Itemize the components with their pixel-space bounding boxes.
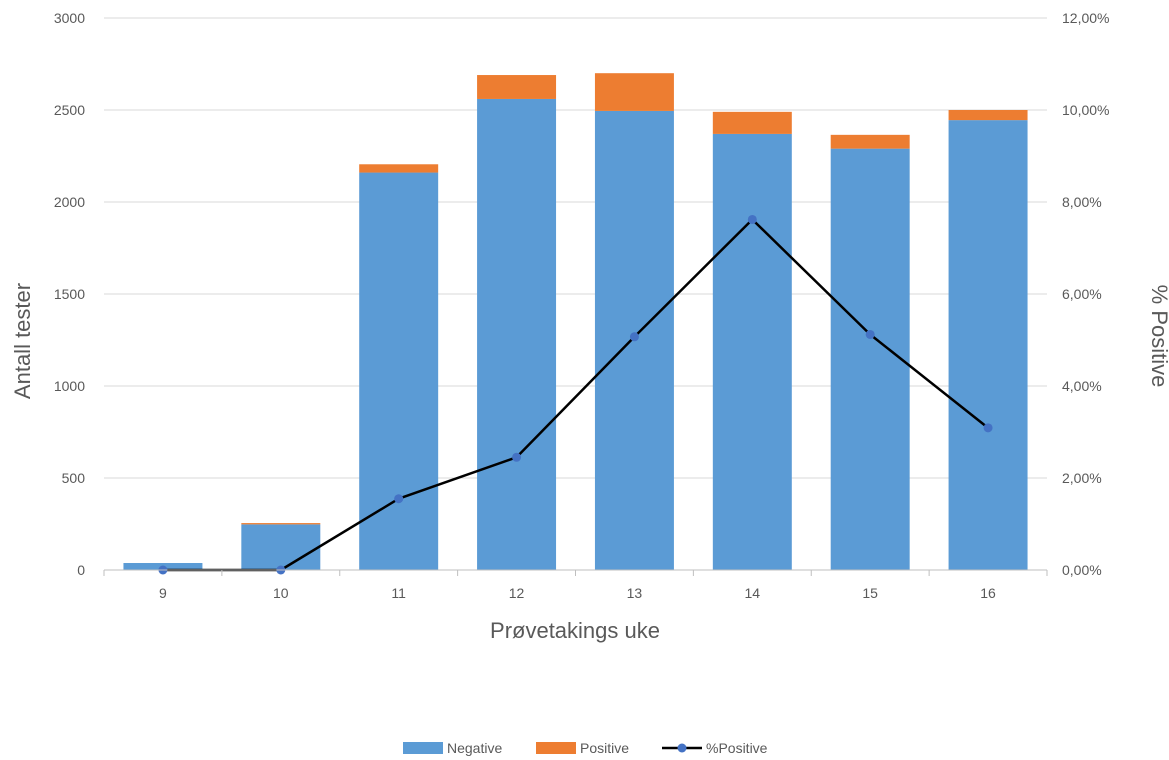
percent-positive-point-12 bbox=[512, 452, 522, 462]
legend-label-percent-positive: %Positive bbox=[706, 740, 768, 756]
y-left-tick-label: 3000 bbox=[54, 10, 85, 26]
x-tick-label: 14 bbox=[745, 585, 761, 601]
legend-swatch-positive bbox=[536, 742, 576, 754]
y-right-tick-label: 10,00% bbox=[1062, 102, 1109, 118]
y-left-tick-label: 1000 bbox=[54, 378, 85, 394]
legend-label-positive: Positive bbox=[580, 740, 629, 756]
y-left-tick-label: 2500 bbox=[54, 102, 85, 118]
x-axis-title: Prøvetakings uke bbox=[490, 618, 660, 643]
percent-positive-point-13 bbox=[629, 332, 639, 342]
y-left-tick-label: 0 bbox=[77, 562, 85, 578]
y-axis-right-title: % Positive bbox=[1147, 285, 1169, 388]
y-axis-left: 0 500 1000 1500 2000 2500 3000 bbox=[54, 10, 85, 578]
bar-negative-15 bbox=[830, 148, 910, 570]
x-tick-label: 15 bbox=[862, 585, 878, 601]
x-tick-label: 12 bbox=[509, 585, 525, 601]
y-left-tick-label: 500 bbox=[62, 470, 86, 486]
percent-positive-line bbox=[158, 214, 993, 575]
bar-positive-13 bbox=[594, 73, 674, 111]
x-tick-label: 10 bbox=[273, 585, 289, 601]
legend-marker-percent-positive bbox=[677, 743, 687, 753]
legend-label-negative: Negative bbox=[447, 740, 502, 756]
percent-positive-polyline bbox=[162, 218, 989, 572]
y-right-tick-label: 12,00% bbox=[1062, 10, 1109, 26]
y-right-tick-label: 4,00% bbox=[1062, 378, 1102, 394]
y-right-tick-label: 8,00% bbox=[1062, 194, 1102, 210]
y-axis-left-title: Antall tester bbox=[10, 283, 35, 399]
x-axis: 9 10 11 12 13 14 15 16 bbox=[103, 569, 1048, 601]
x-tick-label: 11 bbox=[391, 585, 406, 601]
y-left-tick-label: 1500 bbox=[54, 286, 85, 302]
y-right-tick-label: 0,00% bbox=[1062, 562, 1102, 578]
gridlines bbox=[104, 17, 1047, 571]
percent-positive-point-15 bbox=[865, 329, 875, 339]
bar-negative-14 bbox=[712, 133, 792, 571]
percent-positive-point-14 bbox=[747, 214, 757, 224]
bar-positive-10 bbox=[241, 523, 321, 525]
y-right-tick-label: 2,00% bbox=[1062, 470, 1102, 486]
bar-positive-16 bbox=[948, 110, 1028, 121]
bar-negative-10 bbox=[241, 524, 321, 570]
legend-swatch-negative bbox=[403, 742, 443, 754]
bar-positive-11 bbox=[359, 164, 439, 173]
y-axis-right: 0,00% 2,00% 4,00% 6,00% 8,00% 10,00% 12,00% bbox=[1062, 10, 1109, 578]
y-right-tick-label: 6,00% bbox=[1062, 286, 1102, 302]
legend: Negative Positive %Positive bbox=[403, 740, 768, 756]
bar-negative-11 bbox=[359, 172, 439, 570]
bar-positive-14 bbox=[712, 111, 792, 134]
bar-positive-15 bbox=[830, 134, 910, 149]
bar-positive-12 bbox=[477, 75, 557, 99]
bar-negative-12 bbox=[477, 98, 557, 571]
bars bbox=[123, 73, 1028, 571]
y-left-tick-label: 2000 bbox=[54, 194, 85, 210]
percent-positive-point-11 bbox=[394, 494, 404, 504]
x-tick-label: 9 bbox=[159, 585, 167, 601]
percent-positive-point-16 bbox=[983, 423, 993, 433]
bar-negative-16 bbox=[948, 120, 1028, 571]
x-tick-label: 16 bbox=[980, 585, 996, 601]
x-tick-label: 13 bbox=[627, 585, 643, 601]
